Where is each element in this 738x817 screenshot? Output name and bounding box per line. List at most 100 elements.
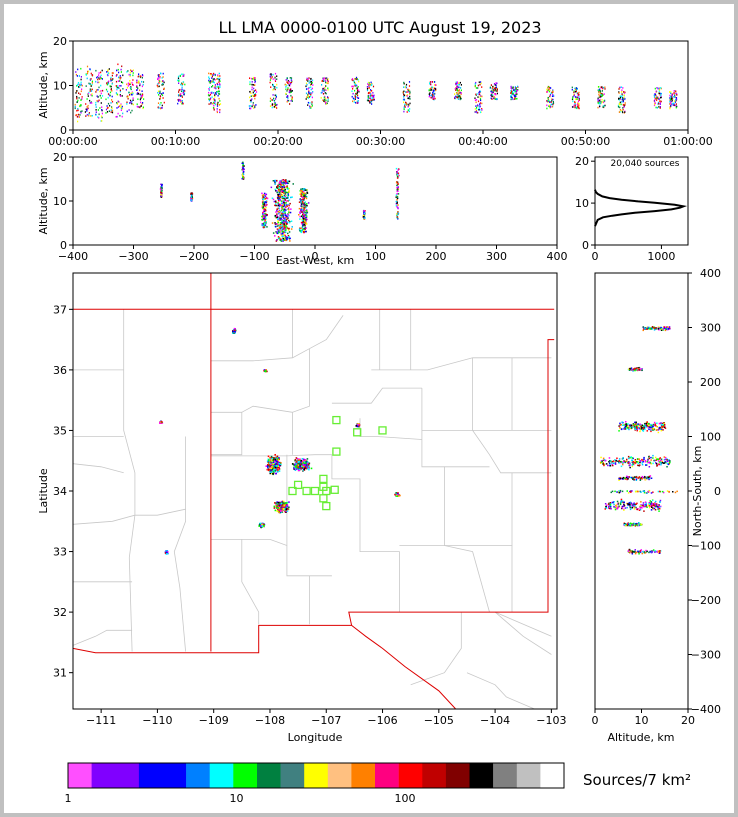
source-point [263,204,265,207]
source-point [78,116,80,118]
source-point [272,84,274,86]
source-point [397,492,399,494]
source-point [116,74,118,76]
source-point [666,462,669,465]
source-point [269,105,272,107]
source-point [456,92,458,95]
source-point [626,490,628,492]
source-point [267,466,269,468]
source-point [655,90,657,93]
source-point [88,112,90,114]
source-point [161,84,163,86]
source-point [286,502,288,504]
source-point [325,81,327,84]
source-point [510,90,513,92]
source-point [302,458,305,461]
source-point [404,105,406,107]
source-point [602,101,605,104]
source-point [101,120,103,122]
source-point [160,194,162,196]
source-point [277,204,279,207]
source-point [286,204,288,206]
source-point [253,78,255,80]
source-point [282,221,285,223]
source-point [278,510,281,512]
source-point [282,228,284,231]
source-point [635,478,638,480]
source-point [264,195,267,198]
source-point [403,93,405,96]
source-point [279,502,282,505]
source-point [263,524,265,527]
source-point [161,82,164,85]
source-point [305,467,308,470]
source-point [80,90,82,93]
source-point [656,96,658,99]
source-point [251,88,253,91]
source-point [624,111,626,113]
source-point [76,84,78,87]
source-point [270,466,272,469]
source-point [654,97,656,100]
source-point [286,188,288,190]
source-point [218,72,220,75]
source-point [608,457,611,459]
source-point [460,96,462,98]
source-point [273,200,276,203]
source-point [550,103,552,106]
source-point [286,215,288,217]
source-point [475,107,477,110]
source-point [111,111,114,114]
source-point [273,507,276,509]
source-point [549,95,551,98]
source-point [274,103,276,105]
source-point [274,226,277,228]
source-point [492,94,494,96]
source-point [284,205,286,207]
source-point [91,114,93,117]
source-point [166,551,168,554]
source-point [280,218,282,221]
source-point [89,88,91,90]
source-point [300,231,303,234]
source-point [262,211,265,213]
source-point [143,98,145,100]
source-point [652,462,654,465]
source-point [122,88,124,90]
source-point [291,226,293,228]
source-point [109,85,111,87]
source-point [285,228,287,230]
source-point [262,218,265,220]
source-point [303,466,306,468]
source-point [626,478,628,481]
source-point [433,87,436,90]
source-point [300,190,302,192]
source-point [429,81,431,83]
source-point [80,81,82,84]
source-point [511,91,513,94]
county-line [241,539,260,625]
source-point [128,83,130,86]
source-point [137,93,139,95]
source-point [302,213,304,216]
source-point [288,204,290,207]
source-point [637,477,639,479]
source-point [258,525,260,527]
source-point [573,94,575,96]
source-point [577,100,580,103]
source-point [455,97,457,100]
source-point [320,92,322,94]
source-point [161,184,163,187]
source-point [298,462,300,465]
source-point [282,235,284,237]
source-point [177,77,180,80]
source-point [79,83,81,86]
source-point [263,192,266,195]
source-point [301,222,303,225]
source-point [213,109,215,111]
source-point [396,186,398,189]
source-point [269,73,271,76]
source-point [190,196,193,198]
source-point [599,98,601,101]
source-point [283,189,286,191]
